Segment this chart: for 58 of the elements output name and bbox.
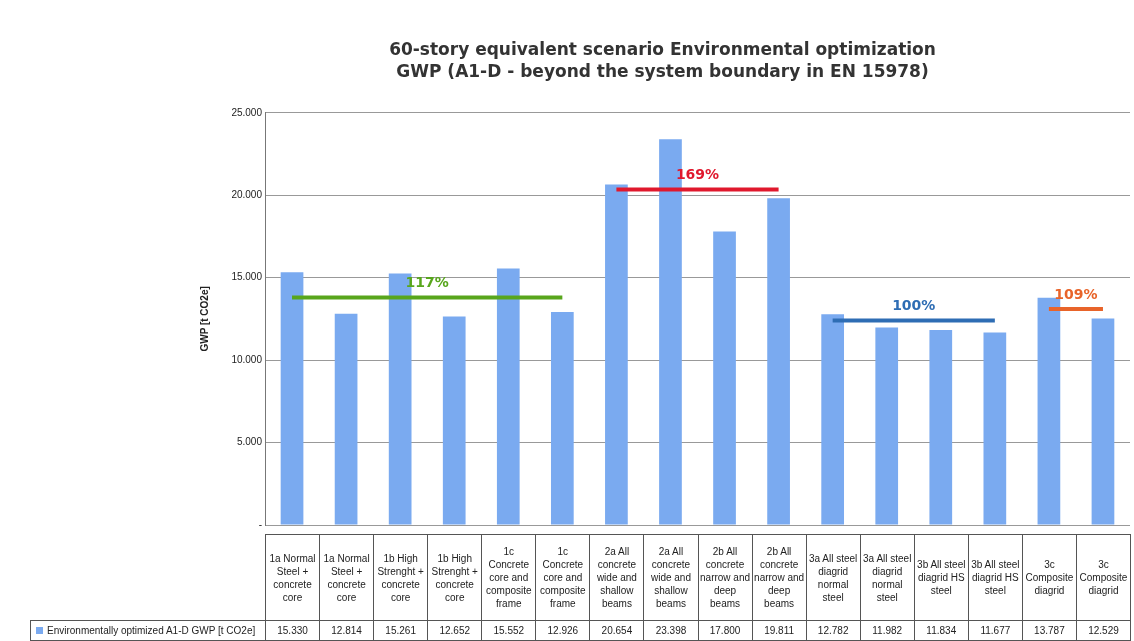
chart-subtitle: GWP (A1-D - beyond the system boundary in EN 15978): [396, 61, 929, 82]
data-label: 11.677: [967, 620, 1023, 641]
data-label: 23.398: [643, 620, 699, 641]
x-tick-label: 2b All concrete narrow and deep beams: [697, 534, 753, 621]
y-tick-label: 15.000: [231, 271, 263, 283]
x-tick-label: 1b High Strenght + concrete core: [373, 534, 429, 621]
data-label: 11.982: [859, 620, 915, 641]
x-tick-label: 2b All concrete narrow and deep beams: [751, 534, 807, 621]
x-tick-label: 1a Normal Steel + concrete core: [319, 534, 375, 621]
x-tick-label: 1b High Strenght + concrete core: [427, 534, 483, 621]
bar: [1091, 318, 1115, 525]
data-label: 20.654: [589, 620, 645, 641]
bar: [875, 327, 899, 525]
y-axis-title: GWP [t CO2e]: [198, 286, 210, 352]
x-tick-label: 3b All steel diagrid HS steel: [913, 534, 969, 621]
bar: [713, 231, 736, 525]
data-label: 15.330: [265, 620, 321, 641]
data-label: 15.261: [373, 620, 429, 641]
data-label: 12.652: [427, 620, 483, 641]
x-tick-label: 1c Concrete core and composite frame: [535, 534, 591, 621]
y-tick-label: -: [258, 518, 262, 530]
x-tick-label: 1c Concrete core and composite frame: [481, 534, 537, 621]
bar: [550, 311, 574, 525]
data-label: 12.529: [1075, 620, 1131, 641]
series-label: 109%: [1054, 285, 1098, 302]
chart-title: 60-story equivalent scenario Environmental optimization: [389, 38, 936, 59]
data-label: 12.782: [805, 620, 861, 641]
x-tick-label: 3c Composite diagrid: [1075, 534, 1131, 621]
bar: [496, 268, 520, 525]
y-tick-label: 10.000: [231, 353, 263, 365]
data-label: 19.811: [751, 620, 807, 641]
data-label: 15.552: [481, 620, 537, 641]
series-label: 100%: [892, 297, 936, 314]
y-tick-label: 20.000: [231, 188, 263, 200]
bar: [605, 184, 628, 525]
x-tick-label: 3c Composite diagrid: [1021, 534, 1077, 621]
bar: [280, 272, 304, 525]
x-tick-label: 1a Normal Steel + concrete core: [265, 534, 321, 621]
legend-label: Environmentally optimized A1-D GWP [t CO2e]: [47, 624, 256, 637]
data-label: 13.787: [1021, 620, 1077, 641]
x-tick-label: 3b All steel diagrid HS steel: [967, 534, 1023, 621]
y-tick-label: 25.000: [231, 106, 263, 118]
bar: [334, 313, 358, 525]
y-tick-label: 5.000: [236, 436, 263, 448]
x-tick-label: 2a All concrete wide and shallow beams: [643, 534, 699, 621]
bar: [767, 198, 790, 525]
bar: [821, 314, 845, 525]
x-tick-label: 3a All steel diagrid normal steel: [859, 534, 915, 621]
data-label: 11.834: [913, 620, 969, 641]
bar: [983, 332, 1007, 525]
data-label: 12.814: [319, 620, 375, 641]
bar: [929, 329, 953, 525]
bar: [442, 316, 466, 525]
data-label: 17.800: [697, 620, 753, 641]
data-label: 12.926: [535, 620, 591, 641]
x-tick-label: 3a All steel diagrid normal steel: [805, 534, 861, 621]
bar: [1037, 297, 1061, 525]
x-tick-label: 2a All concrete wide and shallow beams: [589, 534, 645, 621]
